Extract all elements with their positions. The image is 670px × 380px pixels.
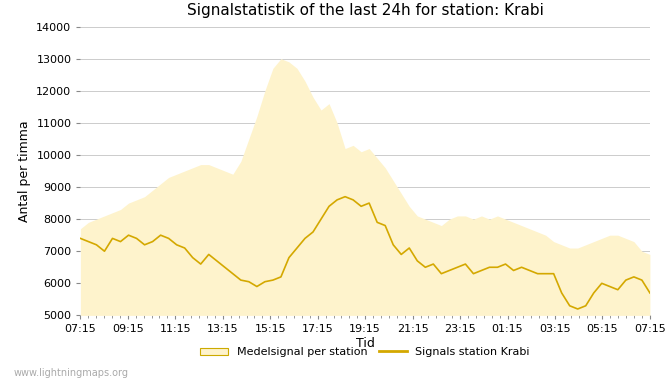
- Text: www.lightningmaps.org: www.lightningmaps.org: [13, 368, 129, 378]
- X-axis label: Tid: Tid: [356, 337, 375, 350]
- Y-axis label: Antal per timma: Antal per timma: [17, 120, 31, 222]
- Title: Signalstatistik of the last 24h for station: Krabi: Signalstatistik of the last 24h for stat…: [187, 3, 543, 19]
- Legend: Medelsignal per station, Signals station Krabi: Medelsignal per station, Signals station…: [196, 343, 535, 362]
